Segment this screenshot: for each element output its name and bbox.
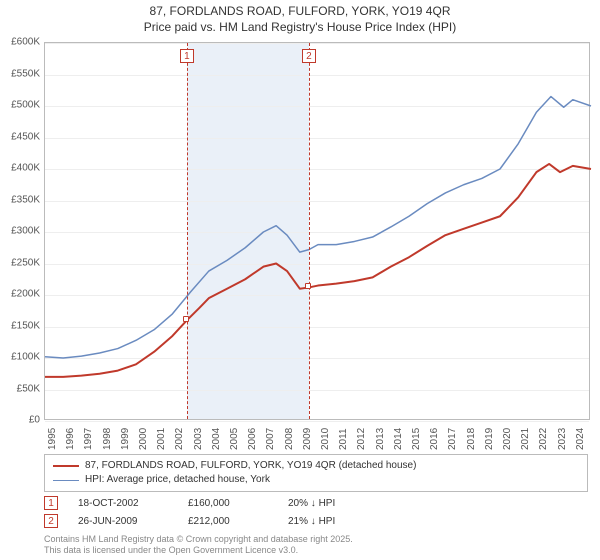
- x-tick-label: 2021: [520, 428, 531, 450]
- events-table: 1 18-OCT-2002 £160,000 20% ↓ HPI 2 26-JU…: [44, 496, 588, 532]
- x-tick-label: 2005: [229, 428, 240, 450]
- legend-item-hpi: HPI: Average price, detached house, York: [53, 473, 579, 487]
- legend-label-property: 87, FORDLANDS ROAD, FULFORD, YORK, YO19 …: [85, 459, 416, 473]
- x-tick-label: 2012: [356, 428, 367, 450]
- y-tick-label: £500K: [0, 100, 40, 111]
- x-tick-label: 2010: [320, 428, 331, 450]
- y-tick-label: £100K: [0, 352, 40, 363]
- x-tick-label: 2014: [393, 428, 404, 450]
- event-row-2: 2 26-JUN-2009 £212,000 21% ↓ HPI: [44, 514, 588, 528]
- legend-swatch-property: [53, 465, 79, 467]
- footer: Contains HM Land Registry data © Crown c…: [44, 534, 353, 556]
- event-marker-2: 2: [44, 514, 58, 528]
- event-marker-1: 1: [44, 496, 58, 510]
- x-tick-label: 2015: [411, 428, 422, 450]
- sale-point: [183, 316, 189, 322]
- x-tick-label: 2000: [138, 428, 149, 450]
- y-tick-label: £400K: [0, 163, 40, 174]
- y-tick-label: £350K: [0, 194, 40, 205]
- footer-line-1: Contains HM Land Registry data © Crown c…: [44, 534, 353, 545]
- x-tick-label: 2020: [502, 428, 513, 450]
- line-series-svg: [45, 43, 591, 421]
- sale-point: [305, 283, 311, 289]
- x-tick-label: 1996: [65, 428, 76, 450]
- x-tick-label: 2002: [174, 428, 185, 450]
- x-tick-label: 2004: [211, 428, 222, 450]
- x-tick-label: 2003: [193, 428, 204, 450]
- series-line: [45, 97, 591, 358]
- title-line-1: 87, FORDLANDS ROAD, FULFORD, YORK, YO19 …: [0, 4, 600, 20]
- x-tick-label: 1998: [102, 428, 113, 450]
- x-tick-label: 2019: [484, 428, 495, 450]
- chart-container: 87, FORDLANDS ROAD, FULFORD, YORK, YO19 …: [0, 0, 600, 560]
- x-tick-label: 2001: [156, 428, 167, 450]
- event-price-1: £160,000: [188, 498, 268, 509]
- marker-line: [187, 43, 188, 419]
- x-tick-label: 2008: [284, 428, 295, 450]
- chart-title: 87, FORDLANDS ROAD, FULFORD, YORK, YO19 …: [0, 0, 600, 35]
- event-pct-2: 21% ↓ HPI: [288, 516, 388, 527]
- event-row-1: 1 18-OCT-2002 £160,000 20% ↓ HPI: [44, 496, 588, 510]
- footer-line-2: This data is licensed under the Open Gov…: [44, 545, 353, 556]
- x-tick-label: 2022: [538, 428, 549, 450]
- legend-label-hpi: HPI: Average price, detached house, York: [85, 473, 270, 487]
- event-price-2: £212,000: [188, 516, 268, 527]
- x-tick-label: 1995: [47, 428, 58, 450]
- x-tick-label: 2018: [466, 428, 477, 450]
- marker-line: [309, 43, 310, 419]
- x-tick-label: 1999: [120, 428, 131, 450]
- event-pct-1: 20% ↓ HPI: [288, 498, 388, 509]
- x-tick-label: 2013: [375, 428, 386, 450]
- y-tick-label: £450K: [0, 131, 40, 142]
- y-tick-label: £550K: [0, 68, 40, 79]
- marker-box: 2: [302, 49, 316, 63]
- y-tick-label: £250K: [0, 257, 40, 268]
- x-tick-label: 2017: [447, 428, 458, 450]
- legend: 87, FORDLANDS ROAD, FULFORD, YORK, YO19 …: [44, 454, 588, 492]
- y-tick-label: £200K: [0, 289, 40, 300]
- x-tick-label: 2006: [247, 428, 258, 450]
- x-axis-labels: 1995 1996 1997 1998 1999 2000 2001 2002 2003 2004…: [44, 422, 590, 452]
- y-tick-label: £600K: [0, 37, 40, 48]
- y-tick-label: £300K: [0, 226, 40, 237]
- x-tick-label: 2016: [429, 428, 440, 450]
- x-tick-label: 2011: [338, 428, 349, 450]
- y-tick-label: £0: [0, 415, 40, 426]
- plot-area: 12: [44, 42, 590, 420]
- x-tick-label: 2024: [575, 428, 586, 450]
- x-tick-label: 2009: [302, 428, 313, 450]
- title-line-2: Price paid vs. HM Land Registry's House …: [0, 20, 600, 36]
- y-tick-label: £150K: [0, 320, 40, 331]
- event-date-1: 18-OCT-2002: [78, 498, 168, 509]
- x-tick-label: 2007: [265, 428, 276, 450]
- legend-item-property: 87, FORDLANDS ROAD, FULFORD, YORK, YO19 …: [53, 459, 579, 473]
- event-date-2: 26-JUN-2009: [78, 516, 168, 527]
- legend-swatch-hpi: [53, 480, 79, 481]
- y-tick-label: £50K: [0, 383, 40, 394]
- marker-box: 1: [180, 49, 194, 63]
- x-tick-label: 2023: [557, 428, 568, 450]
- x-tick-label: 1997: [83, 428, 94, 450]
